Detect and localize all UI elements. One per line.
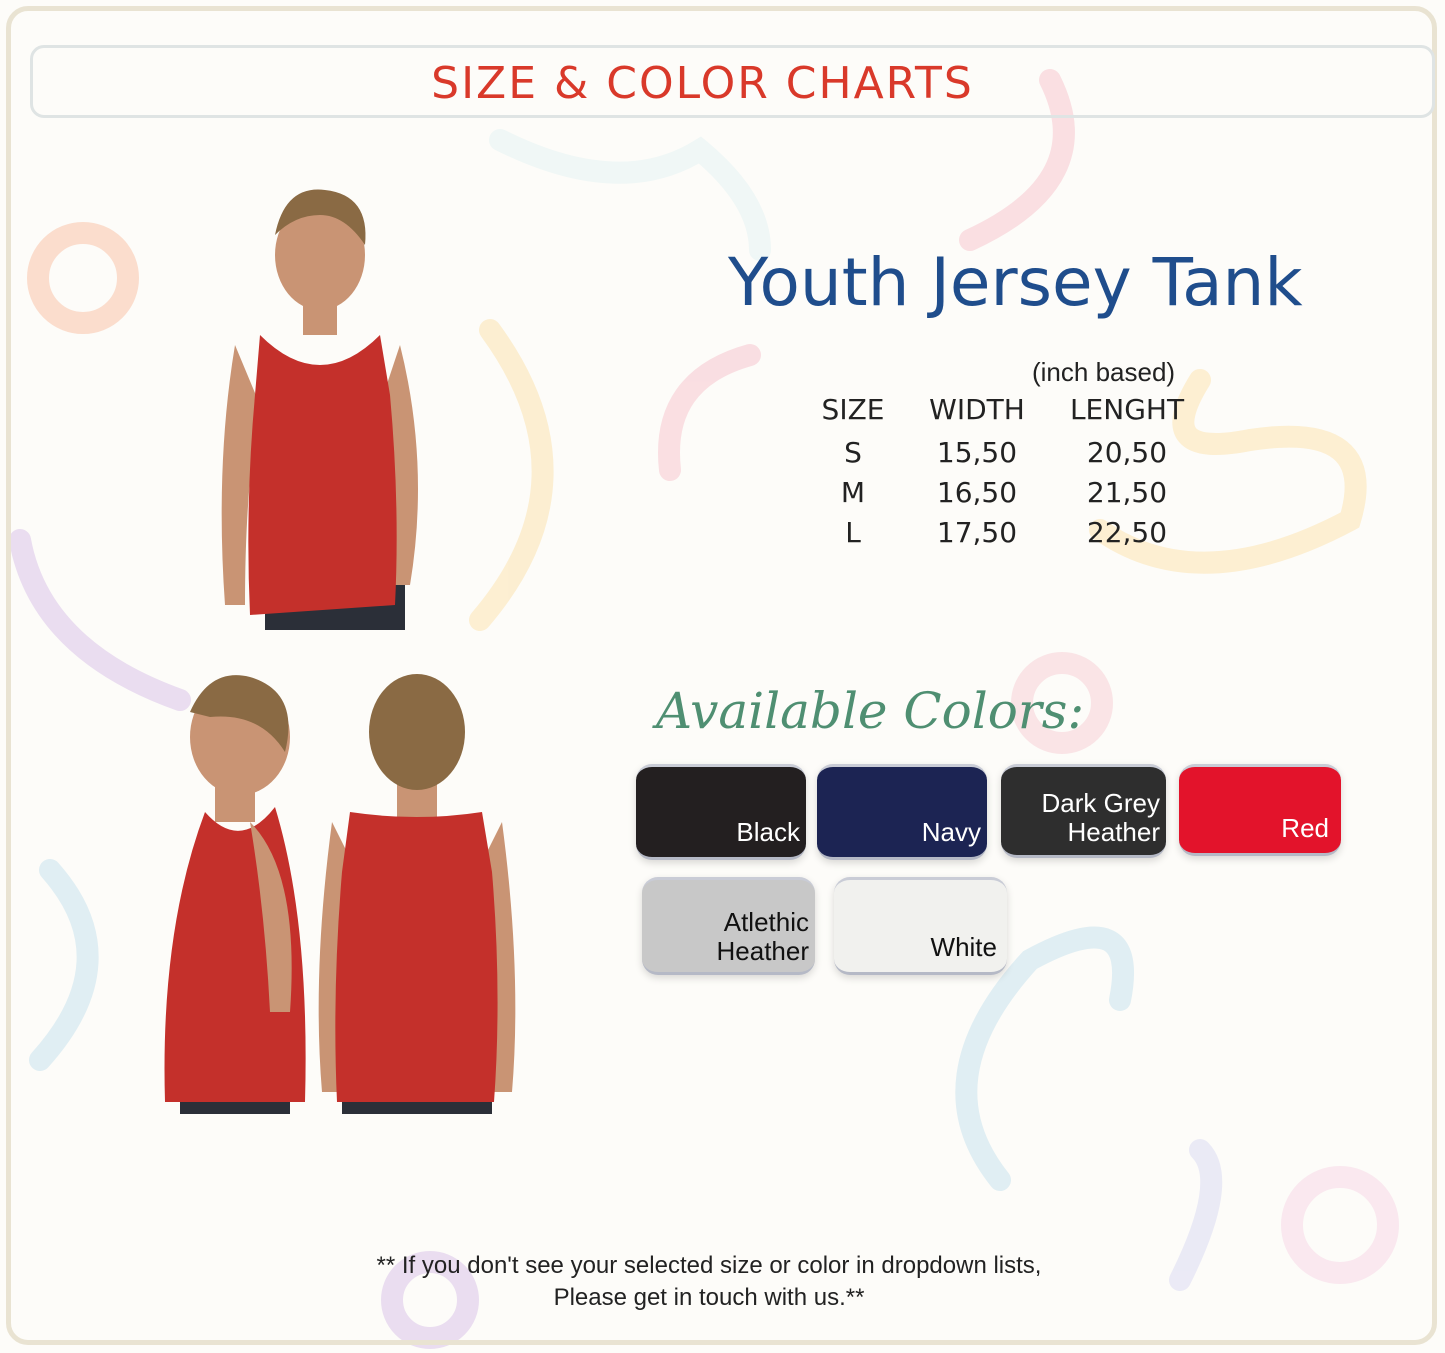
footer-note-line2: Please get in touch with us.** xyxy=(553,1284,865,1311)
swatch-label: Atlethic Heather xyxy=(716,907,810,966)
size-cell: S xyxy=(844,436,862,469)
product-photo-back xyxy=(318,674,516,1114)
header-banner xyxy=(30,45,1435,118)
swatch-athletic-heather: Atlethic Heather xyxy=(642,877,815,975)
footer-note-line1: ** If you don't see your selected size o… xyxy=(376,1252,1042,1279)
length-cell: 22,50 xyxy=(1086,516,1168,549)
width-cell: 16,50 xyxy=(936,476,1018,509)
size-chart-unit-note: (inch based) xyxy=(1032,357,1176,387)
size-cell: L xyxy=(845,516,861,549)
width-cell: 17,50 xyxy=(936,516,1018,549)
swatch-black: Black xyxy=(636,764,806,860)
swatch-white: White xyxy=(834,877,1007,975)
length-cell: 21,50 xyxy=(1086,476,1168,509)
swatch-label: Navy xyxy=(921,817,981,847)
size-cell: M xyxy=(840,476,866,509)
width-cell: 15,50 xyxy=(936,436,1018,469)
product-photo-side xyxy=(164,675,306,1114)
size-chart-header-width: WIDTH xyxy=(929,393,1025,426)
size-chart-header-length: LENGHT xyxy=(1069,393,1185,426)
page-frame xyxy=(6,6,1437,1345)
swatch-navy: Navy xyxy=(817,764,987,860)
swatch-dark-grey-heather: Dark Grey Heather xyxy=(1001,764,1166,858)
header-title: SIZE & COLOR CHARTS xyxy=(431,58,974,109)
swatch-red: Red xyxy=(1179,764,1341,856)
available-colors-heading: Available Colors: xyxy=(656,682,1085,740)
length-cell: 20,50 xyxy=(1086,436,1168,469)
product-title: Youth Jersey Tank xyxy=(728,244,1303,321)
swatch-label: White xyxy=(930,932,997,962)
swatch-label: Dark Grey Heather xyxy=(1041,788,1160,847)
swatch-label: Red xyxy=(1281,813,1329,843)
size-chart-header-size: SIZE xyxy=(821,393,885,426)
product-photo-front xyxy=(221,189,418,630)
swatch-label: Black xyxy=(736,817,800,847)
